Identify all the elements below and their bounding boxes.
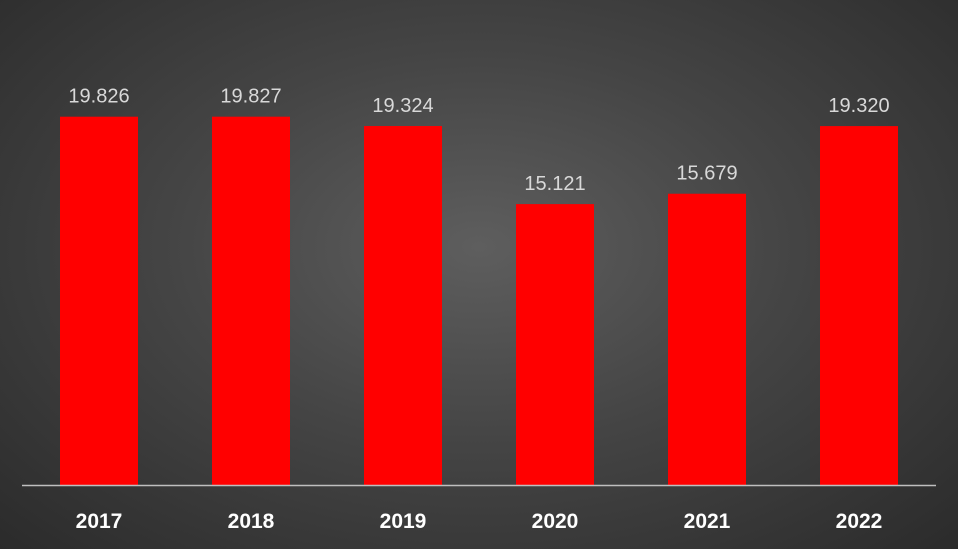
data-label-2017: 19.826 [68,86,129,108]
bar-2018 [212,116,290,485]
bar-2022 [820,126,898,486]
x-tick-label-2017: 2017 [76,510,123,533]
bar-2020 [516,204,594,486]
bar-2017 [60,116,138,486]
data-label-2020: 15.121 [524,173,585,195]
data-label-2022: 19.320 [828,95,889,117]
data-label-2021: 15.679 [676,163,737,185]
x-tick-label-2019: 2019 [380,510,427,533]
bar-2021 [668,193,746,485]
x-tick-label-2020: 2020 [532,510,579,533]
bar-2019 [364,126,442,486]
x-tick-label-2022: 2022 [836,510,883,533]
data-label-2019: 19.324 [372,95,433,117]
data-label-2018: 19.827 [220,86,281,108]
x-tick-label-2021: 2021 [684,510,731,533]
x-tick-label-2018: 2018 [228,510,275,533]
